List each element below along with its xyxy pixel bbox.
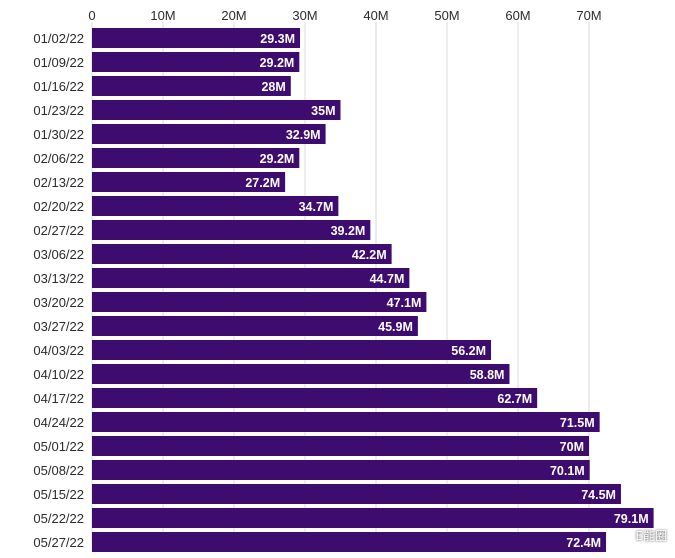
category-label: 04/24/22 (33, 415, 84, 430)
x-tick-label: 20M (221, 8, 246, 23)
data-label: 71.5M (560, 416, 595, 430)
category-label: 01/30/22 (33, 127, 84, 142)
data-label: 70M (560, 440, 584, 454)
bar (92, 148, 300, 168)
bar (92, 172, 286, 192)
watermark-text: E能圈 (635, 529, 667, 543)
data-label: 39.2M (331, 224, 366, 238)
bar (92, 196, 339, 216)
bar (92, 28, 301, 48)
category-label: 05/27/22 (33, 535, 84, 550)
category-label: 01/02/22 (33, 31, 84, 46)
data-label: 32.9M (286, 128, 321, 142)
category-label: 02/20/22 (33, 199, 84, 214)
bar (92, 460, 590, 480)
x-tick-label: 30M (292, 8, 317, 23)
category-label: 04/10/22 (33, 367, 84, 382)
category-label: 04/03/22 (33, 343, 84, 358)
category-label: 01/09/22 (33, 55, 84, 70)
data-label: 70.1M (550, 464, 585, 478)
bar (92, 52, 300, 72)
x-tick-label: 0 (88, 8, 95, 23)
data-label: 34.7M (299, 200, 334, 214)
bar (92, 508, 654, 528)
data-label: 29.2M (260, 56, 295, 70)
category-label: 05/08/22 (33, 463, 84, 478)
category-label: 03/06/22 (33, 247, 84, 262)
wechat-icon (618, 528, 633, 543)
x-tick-label: 50M (434, 8, 459, 23)
x-axis-ticks: 0 10M 20M 30M 40M 50M 60M 70M (88, 8, 601, 23)
x-tick-label: 60M (505, 8, 530, 23)
category-label: 01/16/22 (33, 79, 84, 94)
x-tick-label: 40M (363, 8, 388, 23)
category-label: 02/27/22 (33, 223, 84, 238)
bar (92, 484, 621, 504)
category-label: 04/17/22 (33, 391, 84, 406)
data-label: 29.2M (260, 152, 295, 166)
bar (92, 244, 392, 264)
bar (92, 124, 326, 144)
category-label: 05/01/22 (33, 439, 84, 454)
bars (92, 28, 654, 552)
bar (92, 412, 600, 432)
bar (92, 76, 291, 96)
data-label: 27.2M (245, 176, 280, 190)
data-label: 44.7M (370, 272, 405, 286)
data-label: 35M (311, 104, 335, 118)
data-label: 79.1M (614, 512, 649, 526)
data-label: 74.5M (581, 488, 616, 502)
data-label: 45.9M (378, 320, 413, 334)
category-labels: 01/02/22 01/09/22 01/16/22 01/23/22 01/30/22… (33, 31, 84, 550)
category-label: 02/13/22 (33, 175, 84, 190)
data-label: 42.2M (352, 248, 387, 262)
bar (92, 364, 510, 384)
x-tick-label: 70M (576, 8, 601, 23)
data-label: 47.1M (387, 296, 422, 310)
data-label: 58.8M (470, 368, 505, 382)
bar (92, 292, 427, 312)
data-label: 29.3M (260, 32, 295, 46)
category-label: 01/23/22 (33, 103, 84, 118)
bar (92, 436, 589, 456)
category-label: 03/13/22 (33, 271, 84, 286)
data-label: 62.7M (497, 392, 532, 406)
category-label: 03/20/22 (33, 295, 84, 310)
bar (92, 388, 538, 408)
bar (92, 532, 607, 552)
bar (92, 340, 492, 360)
bar (92, 220, 371, 240)
data-labels: 29.3M 29.2M 28M 35M 32.9M 29.2M 27.2M 34.7M 39.2… (245, 32, 648, 550)
bar (92, 316, 418, 336)
category-label: 03/27/22 (33, 319, 84, 334)
data-label: 72.4M (566, 536, 601, 550)
category-label: 05/15/22 (33, 487, 84, 502)
bar (92, 100, 341, 120)
category-label: 05/22/22 (33, 511, 84, 526)
watermark: E能圈 (618, 527, 667, 544)
data-label: 56.2M (451, 344, 486, 358)
x-tick-label: 10M (150, 8, 175, 23)
data-label: 28M (261, 80, 285, 94)
category-label: 02/06/22 (33, 151, 84, 166)
bar (92, 268, 410, 288)
